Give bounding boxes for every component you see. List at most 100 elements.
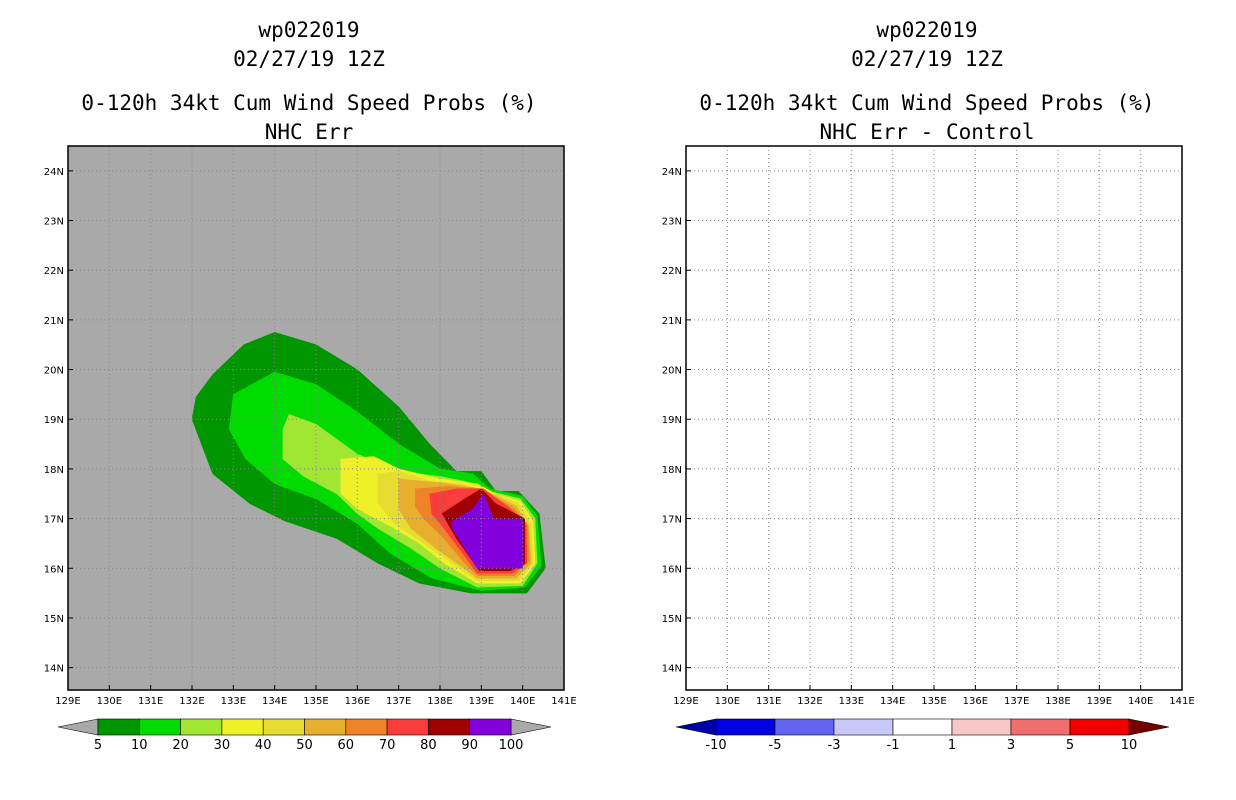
colorbar-swatch (833, 718, 894, 736)
y-tick-label: 19N (662, 415, 682, 426)
colorbar-swatch (304, 718, 347, 736)
y-tick-label: 19N (44, 415, 64, 426)
colorbar-swatch (951, 718, 1012, 736)
x-tick-label: 135E (921, 696, 946, 707)
y-tick-label: 23N (44, 217, 64, 228)
colorbar-label: 80 (420, 738, 437, 753)
x-tick-label: 138E (427, 696, 452, 707)
y-tick-label: 15N (662, 614, 682, 625)
y-tick-label: 16N (44, 564, 64, 575)
y-tick-label: 22N (44, 266, 64, 277)
x-tick-label: 130E (715, 696, 740, 707)
y-tick-label: 21N (44, 316, 64, 327)
panel-title: NHC Err - Control (819, 120, 1035, 144)
colorbar-swatch (892, 718, 953, 736)
y-tick-label: 18N (662, 465, 682, 476)
colorbar-label: -3 (828, 738, 841, 753)
y-tick-label: 14N (44, 664, 64, 675)
x-tick-label: 132E (179, 696, 204, 707)
panel-title: NHC Err (264, 120, 354, 144)
storm-id-title: wp022019 (258, 18, 360, 42)
colorbar-label: 30 (214, 738, 231, 753)
x-tick-label: 137E (1004, 696, 1029, 707)
x-tick-label: 133E (839, 696, 864, 707)
x-tick-label: 134E (880, 696, 905, 707)
y-tick-label: 15N (44, 614, 64, 625)
grid-group (686, 146, 1182, 690)
y-tick-label: 23N (662, 217, 682, 228)
right-chart-svg: 129E 130E 131E 132E 133E 134E 135E 136E 137E 138E… (662, 145, 1195, 753)
x-tick-label: 139E (1087, 696, 1112, 707)
contour-group (191, 332, 546, 594)
x-tick-label: 130E (97, 696, 122, 707)
x-tick-label: 141E (1169, 696, 1194, 707)
colorbar-label: 60 (338, 738, 355, 753)
y-tick-label: 17N (44, 515, 64, 526)
x-tick-label: 129E (673, 696, 698, 707)
x-tick-label: 129E (55, 696, 80, 707)
colorbar-label: 40 (255, 738, 272, 753)
colorbar-swatch (180, 718, 223, 736)
colorbar-swatch (345, 718, 388, 736)
x-tick-label: 136E (963, 696, 988, 707)
colorbar-swatch (221, 718, 264, 736)
x-tick-label: 135E (303, 696, 328, 707)
left-chart-svg: 129E 130E 131E 132E 133E 134E 135E 136E 137E 138E… (44, 145, 577, 753)
colorbar-label: -5 (769, 738, 782, 753)
y-tick-label: 18N (44, 465, 64, 476)
y-tick-label: 14N (662, 664, 682, 675)
right-panel: wp022019 02/27/19 12Z 0-120h 34kt Cum Wi… (618, 0, 1236, 800)
x-tick-label: 132E (797, 696, 822, 707)
left-panel: wp022019 02/27/19 12Z 0-120h 34kt Cum Wi… (44, 18, 577, 753)
x-tick-label: 140E (1128, 696, 1153, 707)
colorbar-swatch (428, 718, 470, 736)
y-tick-label: 20N (662, 366, 682, 377)
colorbar-swatch (469, 718, 512, 736)
colorbar-label: 100 (499, 738, 524, 753)
y-tick-label: 17N (662, 515, 682, 526)
x-tick-label: 139E (469, 696, 494, 707)
colorbar-swatch (139, 718, 181, 736)
colorbar-under-arrow (675, 718, 717, 736)
colorbar-swatch (715, 718, 776, 736)
y-tick-label: 24N (662, 167, 682, 178)
colorbar-label: 10 (1121, 738, 1138, 753)
x-tick-label: 134E (262, 696, 287, 707)
x-tick-label: 131E (756, 696, 781, 707)
y-tick-label: 20N (44, 366, 64, 377)
colorbar-label: -1 (887, 738, 900, 753)
colorbar-swatch (1010, 718, 1071, 736)
product-title: 0-120h 34kt Cum Wind Speed Probs (%) (699, 91, 1155, 115)
colorbar-label: 50 (296, 738, 313, 753)
storm-id-title: wp022019 (876, 18, 978, 42)
x-tick-label: 138E (1045, 696, 1070, 707)
x-tick-label: 141E (551, 696, 576, 707)
datetime-title: 02/27/19 12Z (851, 47, 1003, 71)
product-title: 0-120h 34kt Cum Wind Speed Probs (%) (81, 91, 537, 115)
colorbar-over-arrow (1128, 718, 1170, 736)
colorbar-label: 3 (1007, 738, 1015, 753)
colorbar-swatch (97, 718, 140, 736)
y-tick-label: 21N (662, 316, 682, 327)
grid-group (68, 146, 564, 690)
y-tick-label: 24N (44, 167, 64, 178)
colorbar-label: 90 (461, 738, 478, 753)
x-tick-label: 137E (386, 696, 411, 707)
colorbar-label: 5 (1066, 738, 1074, 753)
colorbar-label: 1 (948, 738, 956, 753)
colorbar-label: -10 (705, 738, 726, 753)
x-tick-label: 131E (138, 696, 163, 707)
colorbar-label: 5 (94, 738, 102, 753)
colorbar-swatch (386, 718, 429, 736)
colorbar-swatch (1069, 718, 1130, 736)
x-tick-label: 140E (510, 696, 535, 707)
colorbar-over-arrow (510, 718, 552, 736)
colorbar-label: 10 (131, 738, 148, 753)
datetime-title: 02/27/19 12Z (233, 47, 385, 71)
x-tick-label: 136E (345, 696, 370, 707)
colorbar-label: 20 (172, 738, 189, 753)
colorbar-label: 70 (379, 738, 396, 753)
colorbar-swatch (262, 718, 305, 736)
y-tick-label: 16N (662, 564, 682, 575)
colorbar-under-arrow (57, 718, 99, 736)
